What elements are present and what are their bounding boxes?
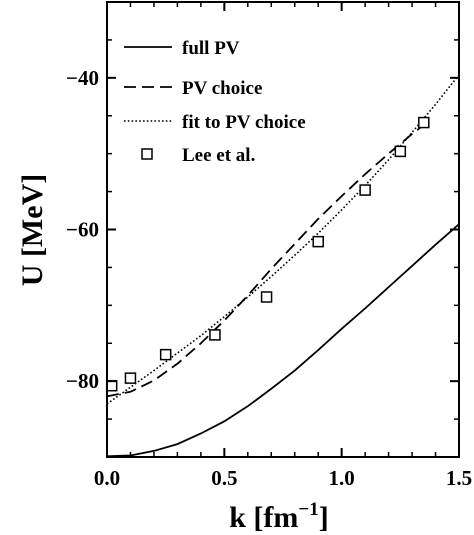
series-lee-et-al-point bbox=[124, 372, 137, 384]
series-lee-et-al-point bbox=[105, 379, 118, 392]
legend-label-fit-to-pv-choice: fit to PV choice bbox=[182, 112, 306, 133]
y-tick-label: −80 bbox=[66, 369, 99, 393]
x-axis-title-close: ] bbox=[319, 501, 329, 534]
x-axis-title-sup: −1 bbox=[298, 499, 318, 520]
x-tick-label: 0.0 bbox=[94, 466, 120, 490]
series-full-pv-line bbox=[106, 223, 460, 458]
y-tick-label: −40 bbox=[66, 66, 99, 90]
x-tick-label: 1.5 bbox=[446, 466, 472, 490]
x-tick-label: 1.0 bbox=[329, 466, 355, 490]
series-lee-et-al-point bbox=[418, 116, 430, 129]
series-lee-et-al-point bbox=[260, 291, 273, 303]
legend: full PV PV choice fit to PV choice Lee et a… bbox=[124, 38, 306, 166]
series-lee-et-al-point bbox=[209, 329, 221, 341]
series-layer bbox=[105, 74, 460, 458]
plot-frame bbox=[106, 1, 460, 458]
x-axis-title: k [fm−1] bbox=[229, 499, 328, 534]
x-tick-label: 0.5 bbox=[211, 466, 237, 490]
y-tick-label: −60 bbox=[66, 218, 99, 242]
y-axis-title: U [MeV] bbox=[16, 174, 49, 286]
series-lee-et-al-point bbox=[359, 184, 371, 196]
series-lee-et-al-point bbox=[312, 235, 324, 248]
legend-symbol-lee-et-al bbox=[141, 148, 153, 160]
legend-label-pv-choice: PV choice bbox=[182, 78, 262, 99]
series-lee-et-al-point bbox=[159, 348, 172, 361]
series-pv-choice-line bbox=[106, 122, 427, 398]
legend-label-lee-et-al: Lee et al. bbox=[182, 145, 255, 166]
series-lee-et-al-point bbox=[394, 145, 407, 158]
ticks-layer: 0.0 0.5 1.0 1.5 −40 −60 −80 bbox=[66, 1, 472, 490]
x-axis-title-main: k [fm bbox=[229, 501, 298, 534]
legend-label-full-pv: full PV bbox=[182, 38, 240, 59]
